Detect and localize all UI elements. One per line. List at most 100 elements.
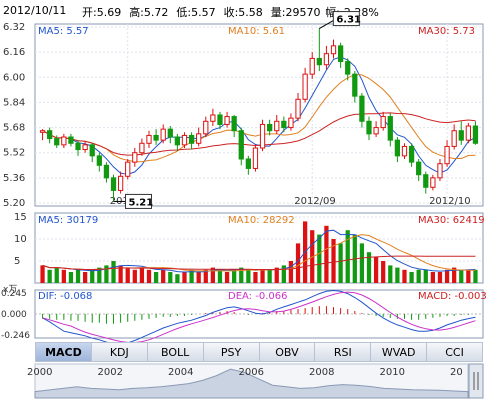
candle-body [125, 161, 131, 177]
volume-bar [452, 267, 457, 283]
tab-obv[interactable]: OBV [259, 342, 316, 362]
candle-body [167, 128, 173, 138]
tab-psy[interactable]: PSY [203, 342, 260, 362]
price-panel [34, 23, 484, 207]
quote-field: 低:5.57 [176, 6, 216, 19]
candle-body [408, 145, 415, 163]
price-ma-label: MA5: 5.57 [38, 26, 89, 37]
volume-y-tick: 5 [14, 256, 20, 267]
candle-body [252, 147, 259, 169]
volume-bar [324, 225, 329, 283]
low-marker-box [125, 193, 153, 209]
candle-body [465, 125, 471, 141]
volume-bar [161, 269, 166, 283]
candle-body [337, 45, 344, 63]
volume-bar [168, 272, 173, 283]
volume-bar [267, 269, 272, 283]
candle-body [245, 158, 251, 169]
candle-body [267, 123, 273, 132]
macd-label: DEA: -0.066 [228, 291, 287, 302]
candle-body [352, 73, 358, 97]
overview-year-label: 2000 [27, 367, 52, 378]
candle-body [103, 164, 110, 179]
volume-bar [295, 243, 301, 283]
tab-kdj[interactable]: KDJ [91, 342, 148, 362]
candle-body [117, 175, 124, 191]
overview-year-label: 2006 [239, 367, 264, 378]
volume-bar [373, 256, 379, 283]
candle-body [139, 142, 145, 154]
candle-body [61, 136, 67, 146]
volume-panel [34, 212, 484, 284]
tab-cci[interactable]: CCI [427, 342, 483, 362]
tab-rsi[interactable]: RSI [315, 342, 372, 362]
volume-bar [75, 269, 81, 283]
volume-bar [146, 269, 152, 283]
quote-field: 收:5.58 [223, 6, 263, 19]
macd-y-tick: -0.246 [1, 331, 30, 341]
volume-bar [395, 267, 400, 283]
candle-body [330, 45, 337, 55]
price-y-tick: 5.84 [3, 97, 25, 108]
volume-bar [182, 272, 187, 283]
candle-body [181, 134, 188, 146]
candle-body [196, 133, 202, 144]
candle-body [54, 138, 60, 146]
price-y-tick: 6.00 [3, 72, 25, 83]
volume-bar [444, 269, 450, 283]
volume-bar [189, 269, 194, 283]
candle-body [39, 130, 46, 133]
candle-body [423, 174, 429, 188]
volume-bar [217, 269, 223, 283]
indicator-tabs: MACD KDJ BOLL PSY OBV RSI WVAD CCI [35, 342, 483, 362]
candle-body [217, 114, 223, 125]
volume-ma-label: MA10: 28292 [228, 215, 295, 226]
candle-body [110, 177, 117, 191]
ma30-line [42, 112, 476, 156]
tab-boll[interactable]: BOLL [147, 342, 204, 362]
candle-body [302, 73, 308, 100]
candle-body [47, 130, 53, 140]
volume-bar [416, 269, 421, 283]
candle-body [430, 177, 436, 188]
candle-body [309, 57, 315, 75]
volume-bar [104, 265, 109, 283]
volume-bar [196, 272, 201, 283]
tab-wvad[interactable]: WVAD [371, 342, 428, 362]
overview-year-label: 20 [450, 367, 463, 378]
candle-body [224, 116, 230, 125]
volume-ma-label: MA30: 62419 [418, 215, 485, 226]
price-y-tick: 5.68 [3, 123, 25, 134]
volume-bar [381, 261, 386, 283]
volume-bar [175, 274, 180, 283]
volume-bar [253, 272, 258, 283]
volume-bar [430, 272, 435, 283]
candle-body [295, 98, 301, 119]
quote-field: 开:5.69 [82, 6, 122, 19]
volume-bar [54, 267, 59, 283]
candle-body [373, 127, 379, 135]
macd-y-tick: 0.000 [1, 310, 27, 320]
tab-macd[interactable]: MACD [35, 342, 92, 362]
volume-bar [281, 265, 286, 283]
price-ma-label: MA10: 5.61 [228, 26, 285, 37]
candle-body [274, 120, 280, 132]
candle-body [451, 130, 457, 147]
low-marker-label: 5.21 [129, 197, 154, 208]
dea-line [42, 291, 476, 344]
volume-bar [125, 267, 130, 283]
candle-body [444, 145, 450, 165]
candle-body [89, 144, 95, 157]
quote-field: 量:29570 [270, 6, 321, 19]
candle-body [345, 61, 351, 75]
volume-bar [459, 269, 464, 283]
candle-body [210, 114, 216, 122]
candle-body [132, 152, 138, 163]
volume-y-tick: 15 [14, 212, 27, 223]
volume-bar [331, 239, 336, 283]
overview-year-label: 2002 [98, 367, 123, 378]
volume-bar [97, 267, 102, 283]
overview-year-label: 2008 [309, 367, 334, 378]
price-x-tick: 2012/10 [429, 196, 471, 207]
overview-area [34, 368, 469, 399]
